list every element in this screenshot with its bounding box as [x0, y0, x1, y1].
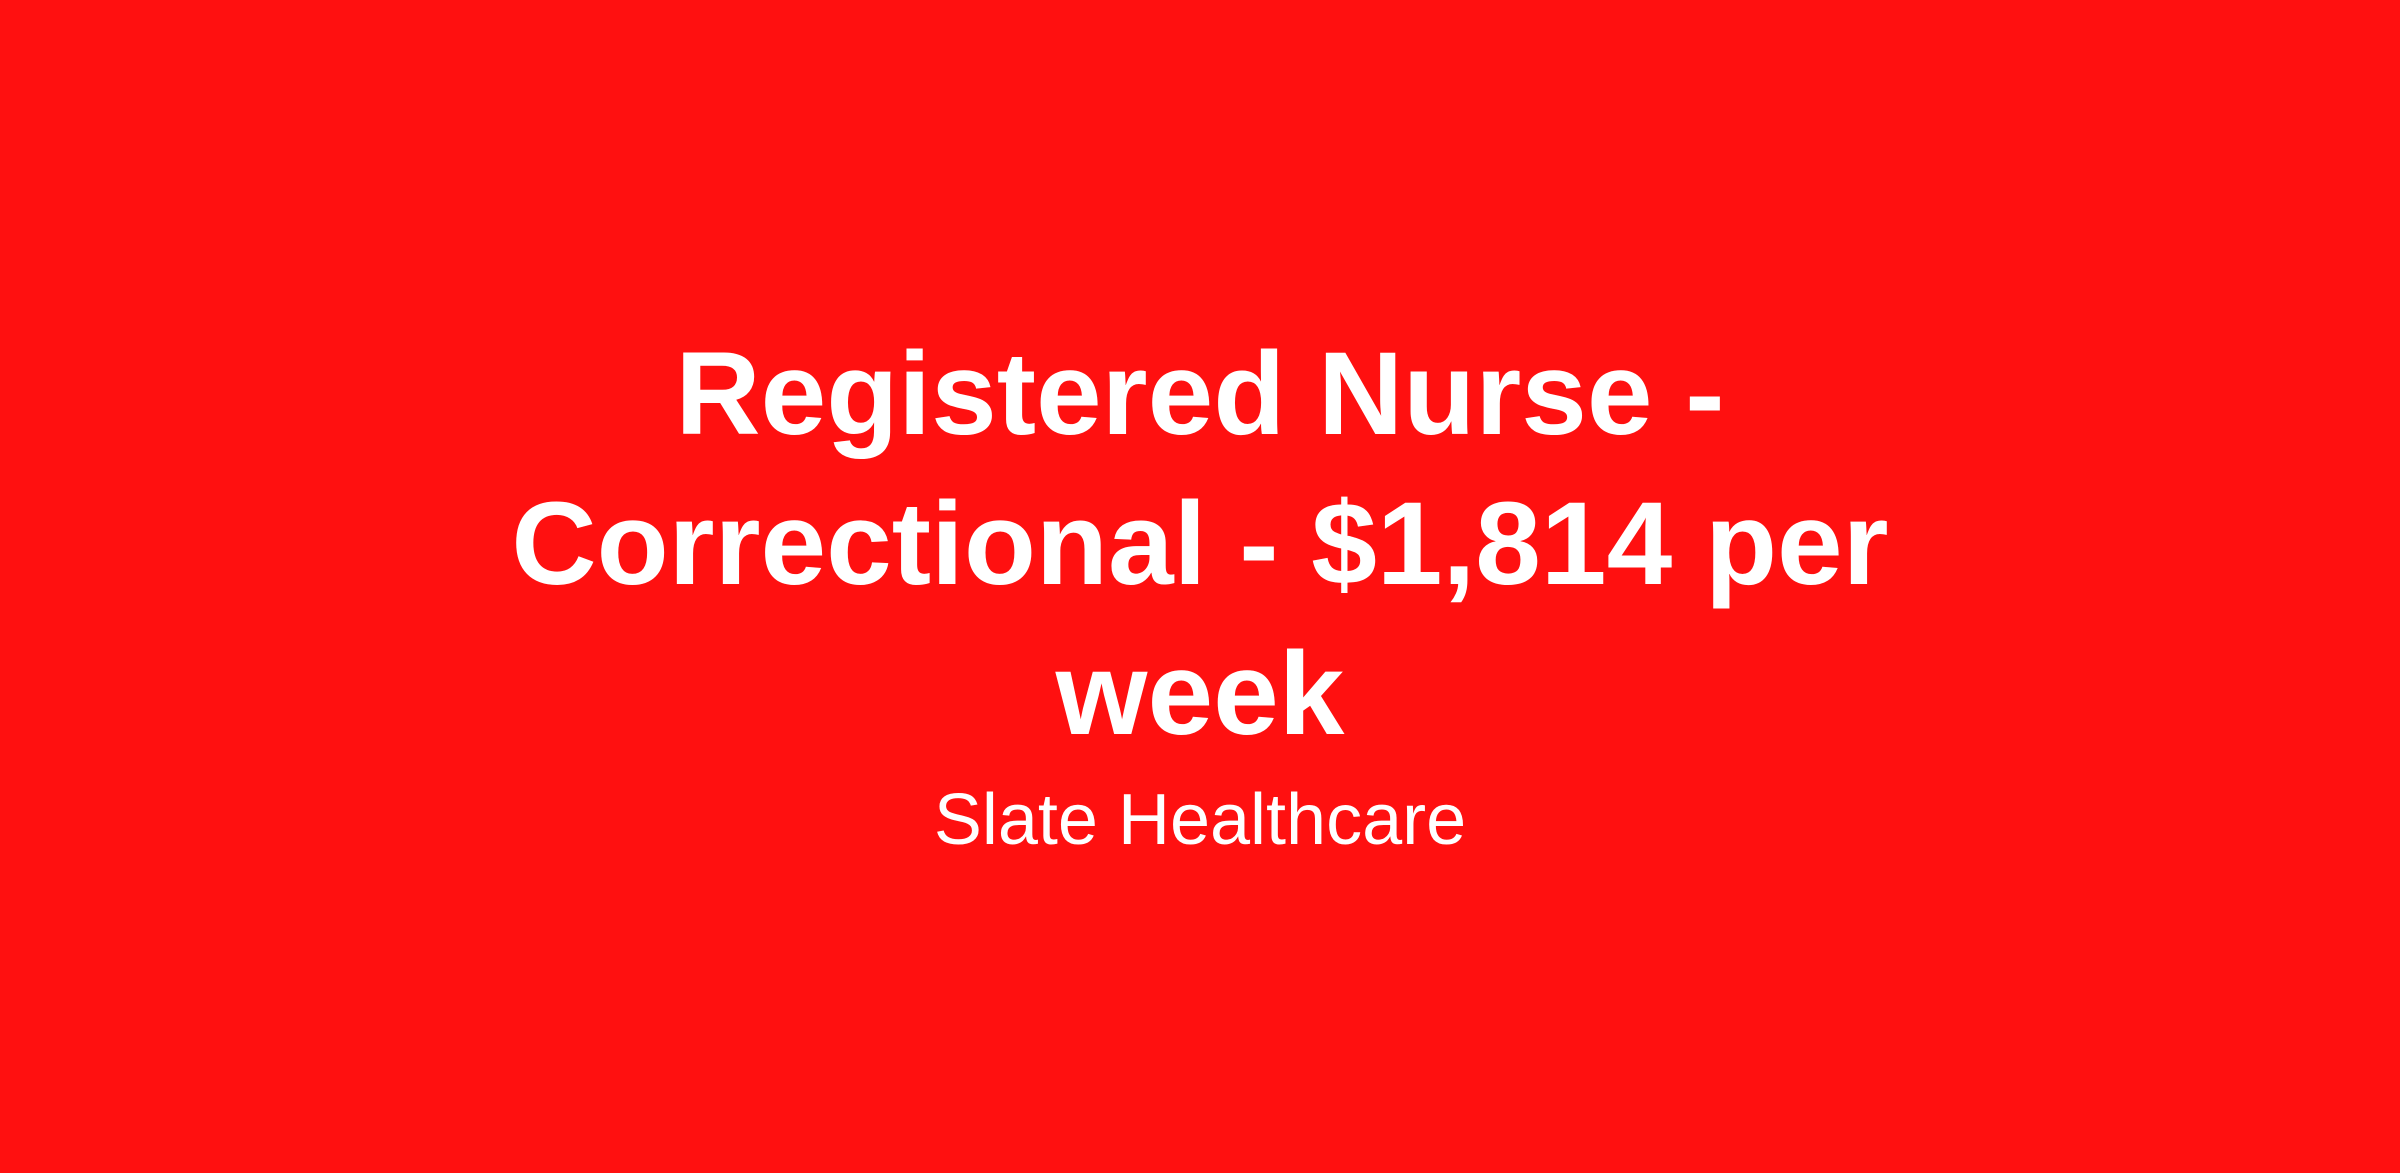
company-name: Slate Healthcare	[933, 779, 1467, 860]
job-title: Registered Nurse - Correctional - $1,814…	[511, 327, 1889, 760]
job-card: Registered Nurse - Correctional - $1,814…	[460, 319, 1940, 865]
